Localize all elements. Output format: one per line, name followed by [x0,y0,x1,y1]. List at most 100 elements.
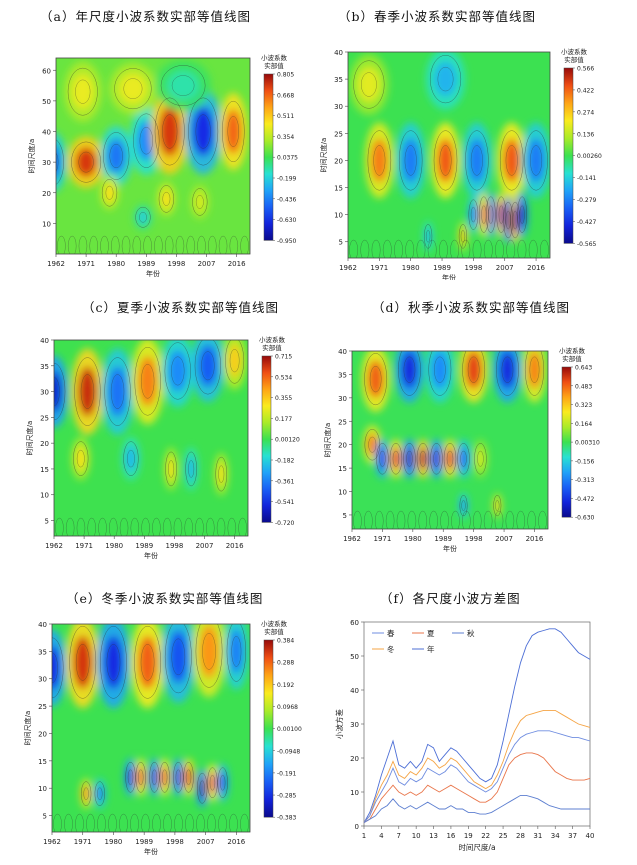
contour-line [109,143,123,169]
x-axis-label: 年份 [146,269,160,278]
y-tick-label: 30 [38,676,47,684]
heatmap-cell [470,203,477,226]
panel-e-title: （e）冬季小波系数实部等值线图 [66,591,264,606]
heatmap-panel-winter: 5 10 15 20 25 30 35 40 1962 1971 1980 1989 1998 2007 2… [23,619,302,856]
x-tick-label: 1971 [77,260,95,268]
y-axis-label: 时间尺度/a [323,423,332,458]
x-tick-label: 7 [397,832,401,840]
contour-line [450,239,460,258]
x-tick-label: 1998 [464,264,482,272]
contour-line [168,460,175,478]
contour-line [134,625,161,699]
colorbar-title: 小波系数 [561,47,588,56]
heatmap-cell [108,366,127,417]
y-tick-label: 15 [338,465,347,473]
heatmap-cell [75,147,97,177]
contour-line [206,517,215,536]
colorbar-tick-label: 0.384 [277,638,294,645]
y-tick-label: 5 [45,518,49,526]
colorbar-tick-label: 0.566 [577,66,594,73]
y-axis-label: 时间尺度/a [23,711,32,746]
colorbar-tick-label: 0.192 [277,682,294,689]
series-line-春 [363,730,591,823]
contour-line [367,130,392,191]
contour-line [404,145,417,176]
x-axis-label: 时间尺度/a [458,842,495,852]
heatmap-cell [476,447,485,470]
x-tick-label: 1980 [105,838,123,846]
legend-label: 夏 [427,629,435,638]
contour-line [369,365,382,393]
series-line-年 [363,628,591,823]
contour-line [55,517,64,536]
plot-frame [347,51,551,259]
contour-line [240,235,249,254]
contour-line [134,346,161,416]
colorbar-tick-label: -0.199 [277,176,297,183]
contour-line [446,450,454,467]
contour-line [227,116,240,147]
plot-frame [351,350,549,530]
y-tick-label: 35 [38,648,47,656]
colorbar [261,355,272,523]
contour-line [125,761,136,793]
colorbar-tick-label: -0.472 [575,496,595,503]
heatmap-cell [194,192,206,212]
colorbar-tick-label: 0.323 [575,402,592,409]
contour-line [443,443,457,475]
x-axis-label: 年份 [442,273,456,280]
x-tick-label: 1962 [47,260,65,268]
colorbar-tick-label: 0.805 [277,72,294,79]
contour-line [451,510,460,529]
colorbar-tick-label: 0.668 [277,92,294,99]
contour-line [481,205,487,224]
contour-line [517,239,527,258]
contour-line [382,239,392,258]
heatmap-panel-summer: 5 10 15 20 25 30 35 40 1962 1971 1980 1989 1998 2007 2… [25,335,300,560]
contour-line [360,239,370,258]
x-tick-label: 2016 [227,838,245,846]
contour-line [530,145,543,176]
contour-line [373,145,386,176]
contour-line [438,239,448,258]
contour-line [196,813,205,832]
contour-line [143,235,152,254]
contour-line [416,239,426,258]
wavelet-variance-line-chart: 0 10 20 30 40 50 60 1 4 7 10 13 16 19 22 25 28 31 34 37 40 时间… [334,619,594,852]
colorbar-tick-label: 0.715 [275,354,292,361]
contour-line [123,441,139,476]
colorbar-tick-label: 0.288 [277,660,294,667]
contour-line [493,495,502,517]
panel-a-title: （a）年尺度小波系数实部等值线图 [40,9,251,24]
y-tick-label: 15 [40,466,49,474]
plot-frame [51,623,251,833]
heatmap-cell [150,766,158,789]
contour-line [67,235,77,254]
contour-line [528,239,538,258]
contour-line [221,100,245,163]
contour-line [389,443,403,475]
colorbar-tick-label: -0.427 [577,219,597,226]
heatmap-cell [106,138,126,174]
heatmap-cell [198,345,218,387]
heatmap-cell [219,771,227,794]
colorbar-tick-label: -0.361 [275,478,295,485]
contour-line [524,130,548,191]
contour-line [162,191,171,206]
heatmap-cell [168,630,188,684]
heatmap-cell [199,625,219,678]
contour-line [427,239,437,258]
colorbar-tick-label: 0.534 [275,374,292,381]
x-tick-label: 1989 [135,838,153,846]
heatmap-cell [503,138,521,183]
heatmap-cell [82,784,90,803]
heatmap-cell [185,766,193,789]
panel-c-title: （c）夏季小波系数实部等值线图 [82,300,280,315]
colorbar-tick-label: 0.177 [275,416,292,423]
contour-line [364,353,388,406]
contour-line [163,813,172,832]
contour-line [75,813,84,832]
heatmap-cell [402,138,420,183]
contour-line [160,65,206,107]
y-tick-label: 25 [40,414,49,422]
